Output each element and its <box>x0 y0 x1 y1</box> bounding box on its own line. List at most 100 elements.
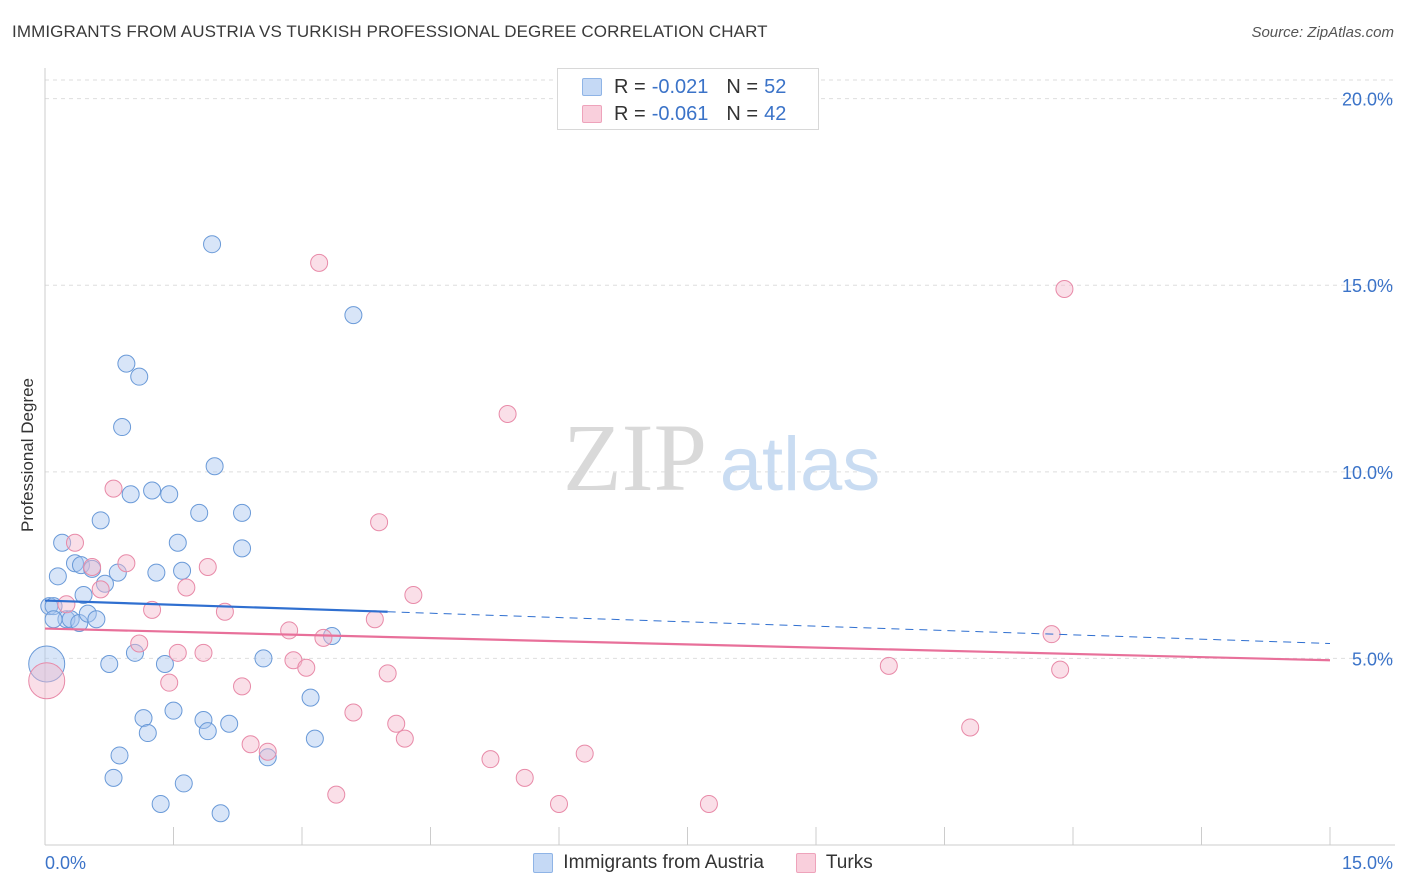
point-austria <box>74 585 93 604</box>
point-turks <box>378 664 397 683</box>
point-turks <box>143 600 162 619</box>
point-austria <box>71 556 90 575</box>
point-austria <box>125 643 144 662</box>
point-austria <box>203 235 222 254</box>
correlation-legend: R = -0.021 N = 52 R = -0.061 N = 42 <box>557 68 819 130</box>
point-turks <box>117 554 136 573</box>
point-turks <box>280 621 299 640</box>
point-austria <box>44 610 63 629</box>
series-legend: Immigrants from Austria Turks <box>0 852 1406 874</box>
point-austria <box>48 567 67 586</box>
point-austria <box>344 306 363 325</box>
point-austria <box>121 485 140 504</box>
point-austria <box>91 511 110 530</box>
point-austria <box>211 804 230 823</box>
data-points <box>28 235 1074 823</box>
point-turks <box>65 533 84 552</box>
series-legend-austria: Immigrants from Austria <box>533 852 764 874</box>
point-turks <box>168 643 187 662</box>
point-turks <box>404 585 423 604</box>
y-tick-label: 10.0% <box>1342 463 1393 483</box>
point-turks <box>297 658 316 677</box>
point-austria <box>110 746 129 765</box>
point-turks <box>198 557 217 576</box>
point-austria <box>113 418 132 437</box>
series-label-turks: Turks <box>825 852 873 873</box>
point-austria <box>147 563 166 582</box>
point-austria <box>168 533 187 552</box>
point-austria <box>305 729 324 748</box>
point-austria <box>233 539 252 558</box>
series-swatch-austria <box>533 853 554 873</box>
point-turks <box>83 557 102 576</box>
point-austria <box>143 481 162 500</box>
point-austria <box>130 367 149 386</box>
point-austria <box>164 701 183 720</box>
point-austria <box>301 688 320 707</box>
point-austria <box>151 794 170 813</box>
point-austria <box>220 714 239 733</box>
point-austria <box>190 503 209 522</box>
trend-austria-solid <box>44 599 388 613</box>
point-turks <box>365 610 384 629</box>
point-turks <box>130 634 149 653</box>
point-austria <box>233 503 252 522</box>
point-turks <box>310 253 329 272</box>
gridlines <box>45 79 1395 659</box>
point-austria <box>198 722 217 741</box>
tick-labels: 5.0% 10.0% 15.0% 20.0% 0.0% 15.0% <box>45 90 1393 873</box>
point-turks <box>194 643 213 662</box>
point-turks <box>387 714 406 733</box>
point-turks <box>233 677 252 696</box>
point-austria <box>134 709 153 728</box>
trend-turks <box>44 627 1331 662</box>
point-turks <box>1055 279 1074 298</box>
axes <box>44 68 1395 846</box>
point-turks <box>699 794 718 813</box>
trend-lines <box>44 599 1331 662</box>
point-austria <box>117 354 136 373</box>
watermark-zip: ZIP <box>563 404 707 511</box>
point-turks <box>481 750 500 769</box>
point-austria <box>78 604 97 623</box>
y-tick-label: 15.0% <box>1342 276 1393 296</box>
series-label-austria: Immigrants from Austria <box>563 852 764 873</box>
legend-n-value: 52 <box>764 75 787 98</box>
point-turks <box>160 673 179 692</box>
legend-r-value: -0.021 <box>651 75 709 98</box>
point-austria <box>174 774 193 793</box>
point-austria <box>205 457 224 476</box>
point-turks <box>28 662 66 700</box>
point-turks <box>104 479 123 498</box>
point-turks <box>395 729 414 748</box>
legend-r-label: R = <box>614 75 646 98</box>
legend-n-value: 42 <box>764 102 787 125</box>
point-austria <box>258 748 277 767</box>
y-tick-label: 20.0% <box>1342 90 1393 110</box>
point-austria <box>138 724 157 743</box>
point-austria <box>254 649 273 668</box>
point-austria <box>53 533 72 552</box>
legend-r-label: R = <box>614 102 646 125</box>
point-turks <box>241 735 260 754</box>
point-austria <box>104 768 123 787</box>
x-tick-label: 0.0% <box>45 853 86 873</box>
point-turks <box>91 580 110 599</box>
legend-row-austria: R = -0.021 N = 52 <box>582 74 786 100</box>
series-swatch-turks <box>795 853 816 873</box>
point-turks <box>370 513 389 532</box>
point-austria <box>100 655 119 674</box>
point-turks <box>314 628 333 647</box>
point-turks <box>177 578 196 597</box>
point-austria <box>173 561 192 580</box>
watermark: ZIP atlas <box>563 404 880 511</box>
source-label: Source: ZipAtlas.com <box>1251 24 1394 41</box>
point-austria <box>28 645 66 683</box>
legend-swatch-austria <box>582 78 602 96</box>
watermark-atlas: atlas <box>720 422 881 507</box>
legend-n-label: N = <box>726 102 759 125</box>
point-turks <box>575 744 594 763</box>
y-tick-label: 5.0% <box>1352 649 1393 669</box>
legend-swatch-turks <box>582 105 602 123</box>
point-turks <box>327 785 346 804</box>
